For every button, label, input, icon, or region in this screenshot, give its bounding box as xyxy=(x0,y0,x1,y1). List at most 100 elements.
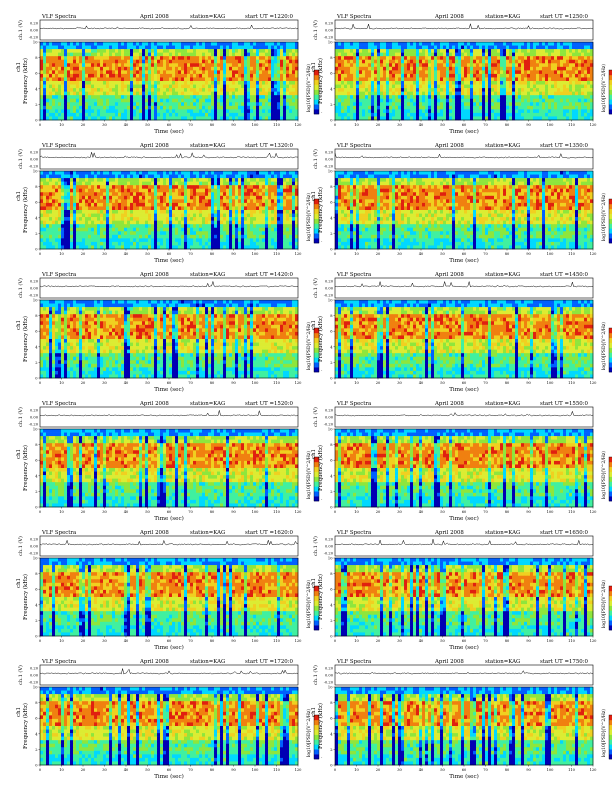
heatmap-cell xyxy=(61,99,64,103)
heatmap-cell xyxy=(280,92,283,96)
heatmap-cell xyxy=(407,56,410,60)
heatmap-cell xyxy=(232,46,235,50)
heatmap-cell xyxy=(572,81,575,85)
heatmap-cell xyxy=(581,46,584,50)
heatmap-cell xyxy=(196,185,199,189)
heatmap-cell xyxy=(428,81,431,85)
heatmap-cell xyxy=(115,106,118,110)
heatmap-cell xyxy=(578,42,581,46)
heatmap-cell xyxy=(157,185,160,189)
heatmap-cell xyxy=(79,74,82,78)
heatmap-cell xyxy=(76,206,79,210)
heatmap-cell xyxy=(488,99,491,103)
heatmap-cell xyxy=(395,42,398,46)
heatmap-cell xyxy=(46,85,49,89)
waveform-tick-label: 0.20 xyxy=(30,151,39,155)
heatmap-cell xyxy=(187,203,190,207)
heatmap-cell xyxy=(485,102,488,106)
heatmap-cell xyxy=(524,77,527,81)
heatmap-cell xyxy=(575,85,578,89)
heatmap-cell xyxy=(190,175,193,179)
heatmap-cell xyxy=(563,42,566,46)
heatmap-cell xyxy=(347,49,350,53)
heatmap-cell xyxy=(542,102,545,106)
heatmap-cell xyxy=(380,67,383,71)
heatmap-cell xyxy=(145,178,148,182)
heatmap-cell xyxy=(539,81,542,85)
heatmap-cell xyxy=(202,95,205,99)
heatmap-cell xyxy=(458,109,461,113)
heatmap-cell xyxy=(467,46,470,50)
heatmap-cell xyxy=(356,74,359,78)
heatmap-cell xyxy=(365,74,368,78)
heatmap-cell xyxy=(136,106,139,110)
heatmap-cell xyxy=(392,42,395,46)
heatmap-cell xyxy=(133,203,136,207)
heatmap-cell xyxy=(446,56,449,60)
heatmap-cell xyxy=(154,192,157,196)
heatmap-cell xyxy=(226,192,229,196)
heatmap-cell xyxy=(521,49,524,53)
heatmap-cell xyxy=(172,196,175,200)
heatmap-cell xyxy=(193,85,196,89)
heatmap-cell xyxy=(443,77,446,81)
heatmap-cell xyxy=(572,88,575,92)
heatmap-cell xyxy=(440,81,443,85)
heatmap-cell xyxy=(103,203,106,207)
heatmap-cell xyxy=(461,99,464,103)
heatmap-cell xyxy=(214,175,217,179)
heatmap-cell xyxy=(476,77,479,81)
heatmap-cell xyxy=(359,106,362,110)
heatmap-cell xyxy=(121,53,124,57)
heatmap-cell xyxy=(539,42,542,46)
heatmap-cell xyxy=(190,85,193,89)
heatmap-cell xyxy=(91,203,94,207)
heatmap-cell xyxy=(124,178,127,182)
heatmap-cell xyxy=(163,171,166,175)
heatmap-cell xyxy=(271,77,274,81)
heatmap-cell xyxy=(262,53,265,57)
heatmap-cell xyxy=(509,42,512,46)
heatmap-cell xyxy=(500,113,503,117)
heatmap-cell xyxy=(232,60,235,64)
heatmap-cell xyxy=(49,88,52,92)
heatmap-cell xyxy=(512,60,515,64)
heatmap-cell xyxy=(154,199,157,203)
heatmap-cell xyxy=(286,171,289,175)
heatmap-cell xyxy=(452,106,455,110)
heatmap-cell xyxy=(112,85,115,89)
heatmap-cell xyxy=(67,77,70,81)
heatmap-cell xyxy=(184,109,187,113)
heatmap-cell xyxy=(175,99,178,103)
heatmap-cell xyxy=(566,49,569,53)
heatmap-cell xyxy=(58,175,61,179)
heatmap-cell xyxy=(518,88,521,92)
heatmap-cell xyxy=(578,106,581,110)
heatmap-cell xyxy=(211,102,214,106)
heatmap-cell xyxy=(88,199,91,203)
heatmap-cell xyxy=(563,53,566,57)
heatmap-cell xyxy=(193,178,196,182)
heatmap-cell xyxy=(187,56,190,60)
heatmap-cell xyxy=(536,109,539,113)
heatmap-cell xyxy=(175,182,178,186)
heatmap-cell xyxy=(214,63,217,67)
heatmap-cell xyxy=(458,95,461,99)
heatmap-cell xyxy=(265,192,268,196)
heatmap-cell xyxy=(67,109,70,113)
heatmap-cell xyxy=(232,182,235,186)
heatmap-cell xyxy=(497,49,500,53)
heatmap-cell xyxy=(416,46,419,50)
heatmap-cell xyxy=(217,178,220,182)
heatmap-cell xyxy=(43,210,46,214)
heatmap-cell xyxy=(109,85,112,89)
heatmap-cell xyxy=(268,178,271,182)
heatmap-cell xyxy=(133,106,136,110)
heatmap-cell xyxy=(103,106,106,110)
heatmap-cell xyxy=(572,95,575,99)
heatmap-cell xyxy=(533,77,536,81)
heatmap-cell xyxy=(160,92,163,96)
heatmap-cell xyxy=(566,109,569,113)
x-tick-label: 120 xyxy=(295,123,303,127)
heatmap-cell xyxy=(112,185,115,189)
